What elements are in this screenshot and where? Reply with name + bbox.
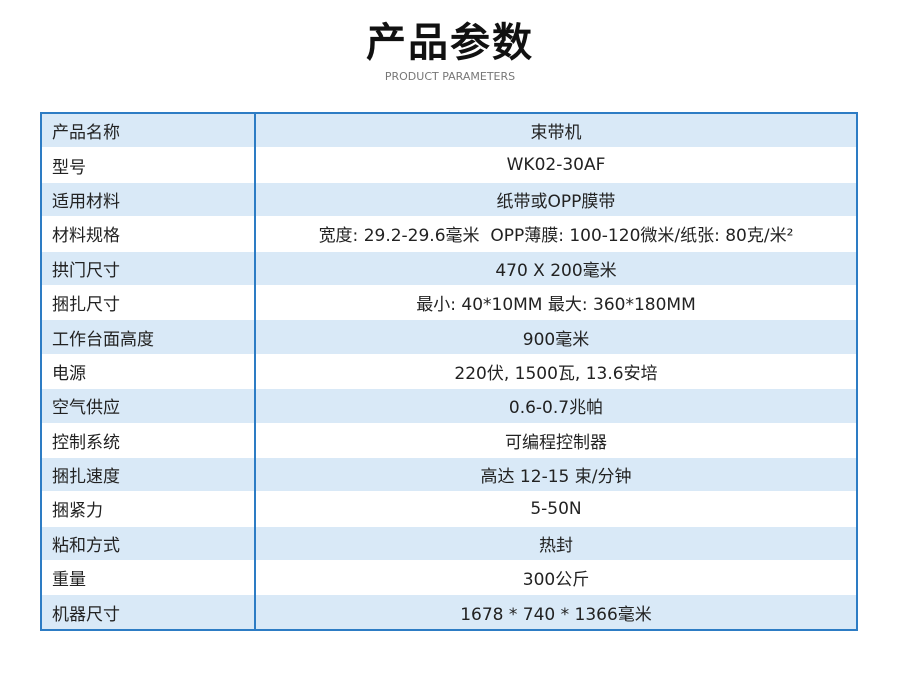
table-row: 拱门尺寸 470 X 200毫米 (41, 250, 857, 286)
param-value: 束带机 (255, 112, 857, 148)
table-row: 捆紧力 5-50N (41, 491, 857, 527)
param-name: 捆紧力 (41, 491, 256, 527)
table-body: 产品名称 束带机 型号 WK02-30AF 适用材料 纸带或OPP膜带 材料规格 宽度: 29… (41, 112, 857, 630)
param-value: WK02-30AF (255, 147, 857, 183)
param-name: 机器尺寸 (41, 594, 256, 630)
param-value: 热封 (255, 525, 857, 561)
param-name: 重量 (41, 560, 256, 595)
param-name: 工作台面高度 (41, 319, 256, 355)
params-table: 产品名称 束带机 型号 WK02-30AF 适用材料 纸带或OPP膜带 材料规格 宽度: 29… (40, 112, 858, 631)
param-value: 5-50N (255, 491, 857, 527)
param-value: 900毫米 (255, 319, 857, 355)
param-name: 捆扎尺寸 (41, 284, 256, 320)
param-name: 捆扎速度 (41, 456, 256, 492)
subtitle: PRODUCT PARAMETERS (384, 70, 516, 83)
param-name: 电源 (41, 353, 256, 389)
param-value: 纸带或OPP膜带 (255, 181, 857, 217)
param-value: 470 X 200毫米 (255, 250, 857, 286)
param-name: 型号 (41, 147, 256, 183)
param-value: 宽度: 29.2-29.6毫米 OPP薄膜: 100-120微米/纸张: 80克… (255, 216, 857, 252)
table-row: 捆扎速度 高达 12-15 束/分钟 (41, 456, 857, 492)
title: 产品参数 (366, 20, 534, 66)
table-row: 机器尺寸 1678 * 740 * 1366毫米 (41, 594, 857, 630)
table-row: 重量 300公斤 (41, 560, 857, 595)
param-value: 高达 12-15 束/分钟 (255, 456, 857, 492)
param-value: 0.6-0.7兆帕 (255, 388, 857, 424)
param-value: 1678 * 740 * 1366毫米 (255, 594, 857, 630)
table-row: 型号 WK02-30AF (41, 147, 857, 183)
table-row: 工作台面高度 900毫米 (41, 319, 857, 355)
table-row: 控制系统 可编程控制器 (41, 422, 857, 458)
param-name: 空气供应 (41, 388, 256, 424)
param-value: 可编程控制器 (255, 422, 857, 458)
param-name: 产品名称 (41, 112, 256, 148)
table-row: 电源 220伏, 1500瓦, 13.6安培 (41, 353, 857, 389)
param-name: 适用材料 (41, 181, 256, 217)
param-value: 最小: 40*10MM 最大: 360*180MM (255, 284, 857, 320)
param-name: 材料规格 (41, 216, 256, 252)
table-row: 空气供应 0.6-0.7兆帕 (41, 388, 857, 424)
param-name: 粘和方式 (41, 525, 256, 561)
param-name: 拱门尺寸 (41, 250, 256, 286)
table-row: 适用材料 纸带或OPP膜带 (41, 181, 857, 217)
param-name: 控制系统 (41, 422, 256, 458)
table-row: 捆扎尺寸 最小: 40*10MM 最大: 360*180MM (41, 284, 857, 320)
param-value: 220伏, 1500瓦, 13.6安培 (255, 353, 857, 389)
table-row: 产品名称 束带机 (41, 112, 857, 148)
param-value: 300公斤 (255, 560, 857, 595)
table-row: 材料规格 宽度: 29.2-29.6毫米 OPP薄膜: 100-120微米/纸张:… (41, 216, 857, 252)
table-row: 粘和方式 热封 (41, 525, 857, 561)
